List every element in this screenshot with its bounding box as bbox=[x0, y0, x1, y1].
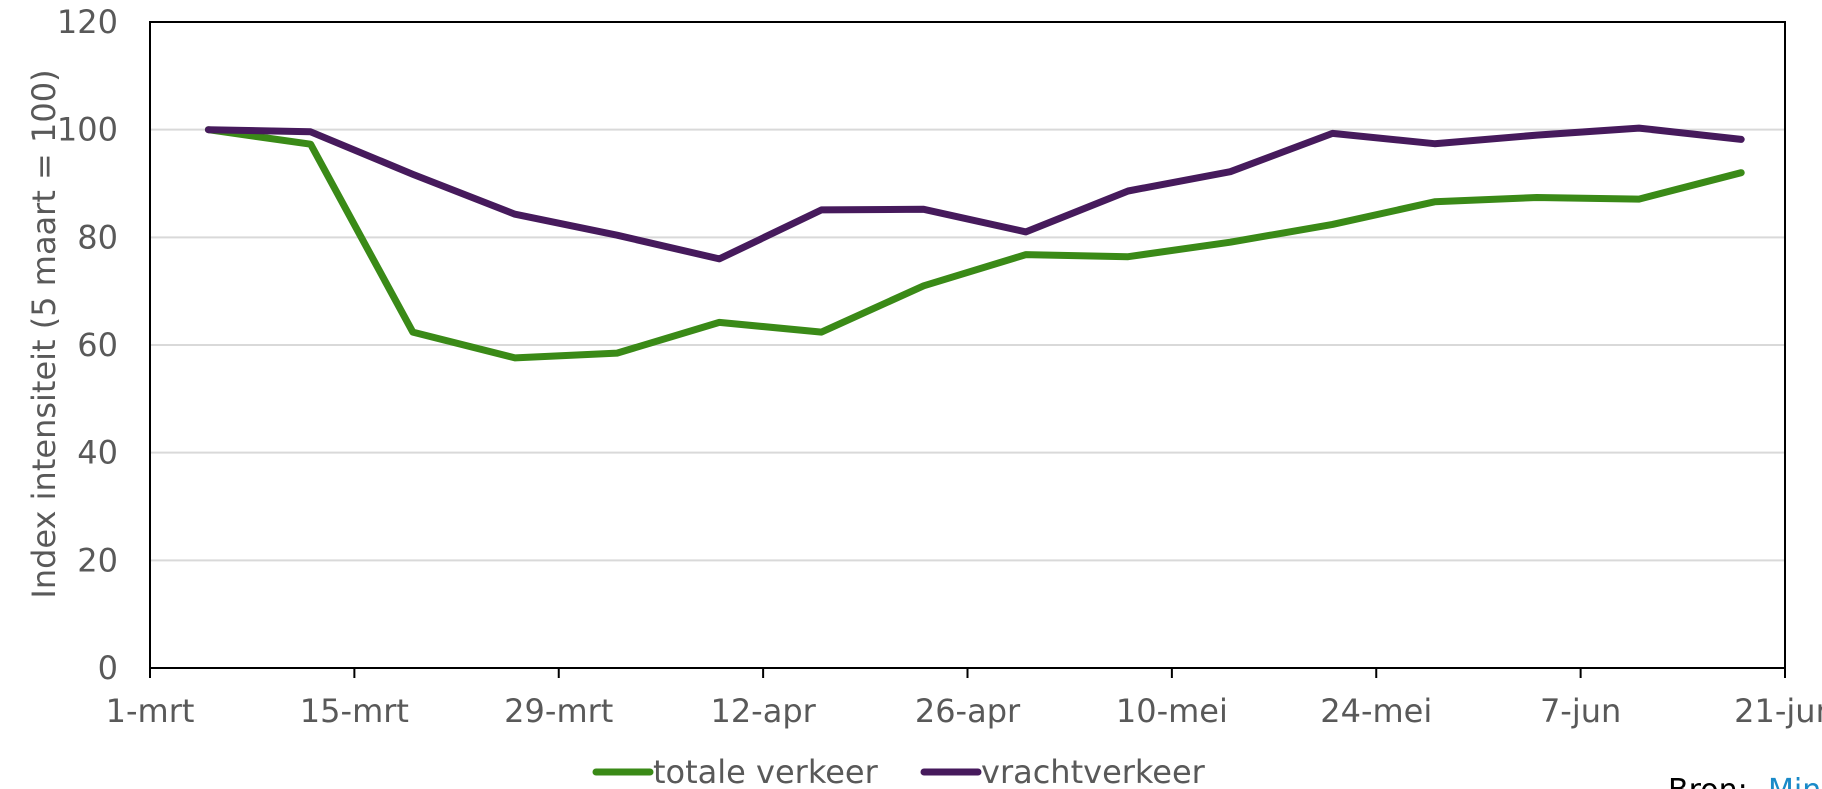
x-axis: 1-mrt 15-mrt 29-mrt 12-apr 26-apr 10-mei 24-me… bbox=[106, 668, 1822, 730]
x-tick-label: 1-mrt bbox=[106, 692, 195, 730]
y-axis-title: Index intensiteit (5 maart = 100) bbox=[25, 69, 63, 598]
x-tick-label: 10-mei bbox=[1116, 692, 1228, 730]
y-tick-label: 80 bbox=[77, 218, 118, 256]
series-line-0 bbox=[204, 126, 1745, 362]
legend-label: vrachtverkeer bbox=[981, 753, 1206, 789]
source-note: Bron: Min bbox=[1668, 773, 1821, 789]
x-tick-label: 7-jun bbox=[1540, 692, 1621, 730]
x-tick-label: 29-mrt bbox=[504, 692, 613, 730]
y-tick-label: 100 bbox=[57, 111, 118, 149]
x-tick-label: 21-jun bbox=[1734, 692, 1822, 730]
legend-label: totale verkeer bbox=[653, 753, 879, 789]
y-tick-label: 120 bbox=[57, 3, 118, 41]
series-lines bbox=[204, 124, 1745, 362]
series-line-1 bbox=[204, 124, 1745, 263]
y-tick-label: 40 bbox=[77, 434, 118, 472]
gridlines bbox=[150, 128, 1785, 562]
x-tick-label: 12-apr bbox=[710, 692, 816, 730]
legend: totale verkeer vrachtverkeer bbox=[592, 753, 1206, 789]
y-axis-tick-labels: 0 20 40 60 80 100 120 bbox=[57, 3, 118, 687]
x-tick-label: 26-apr bbox=[915, 692, 1021, 730]
y-tick-label: 20 bbox=[77, 541, 118, 579]
source-link[interactable]: Min bbox=[1768, 773, 1821, 789]
x-tick-label: 15-mrt bbox=[300, 692, 409, 730]
x-tick-label: 24-mei bbox=[1320, 692, 1432, 730]
y-tick-label: 0 bbox=[98, 649, 118, 687]
source-label: Bron: bbox=[1668, 773, 1748, 789]
y-tick-label: 60 bbox=[77, 326, 118, 364]
